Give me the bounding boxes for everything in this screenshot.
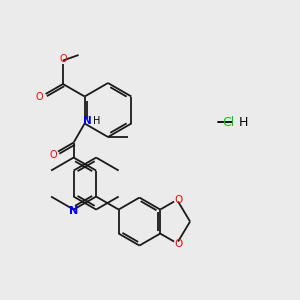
- Text: H: H: [238, 116, 248, 128]
- Text: H: H: [93, 116, 100, 125]
- Text: N: N: [69, 206, 78, 216]
- Text: O: O: [174, 195, 182, 205]
- Text: Cl: Cl: [222, 116, 234, 128]
- Text: O: O: [59, 54, 67, 64]
- Text: N: N: [83, 116, 92, 127]
- Text: O: O: [36, 92, 43, 103]
- Text: O: O: [174, 238, 182, 249]
- Text: O: O: [49, 150, 57, 160]
